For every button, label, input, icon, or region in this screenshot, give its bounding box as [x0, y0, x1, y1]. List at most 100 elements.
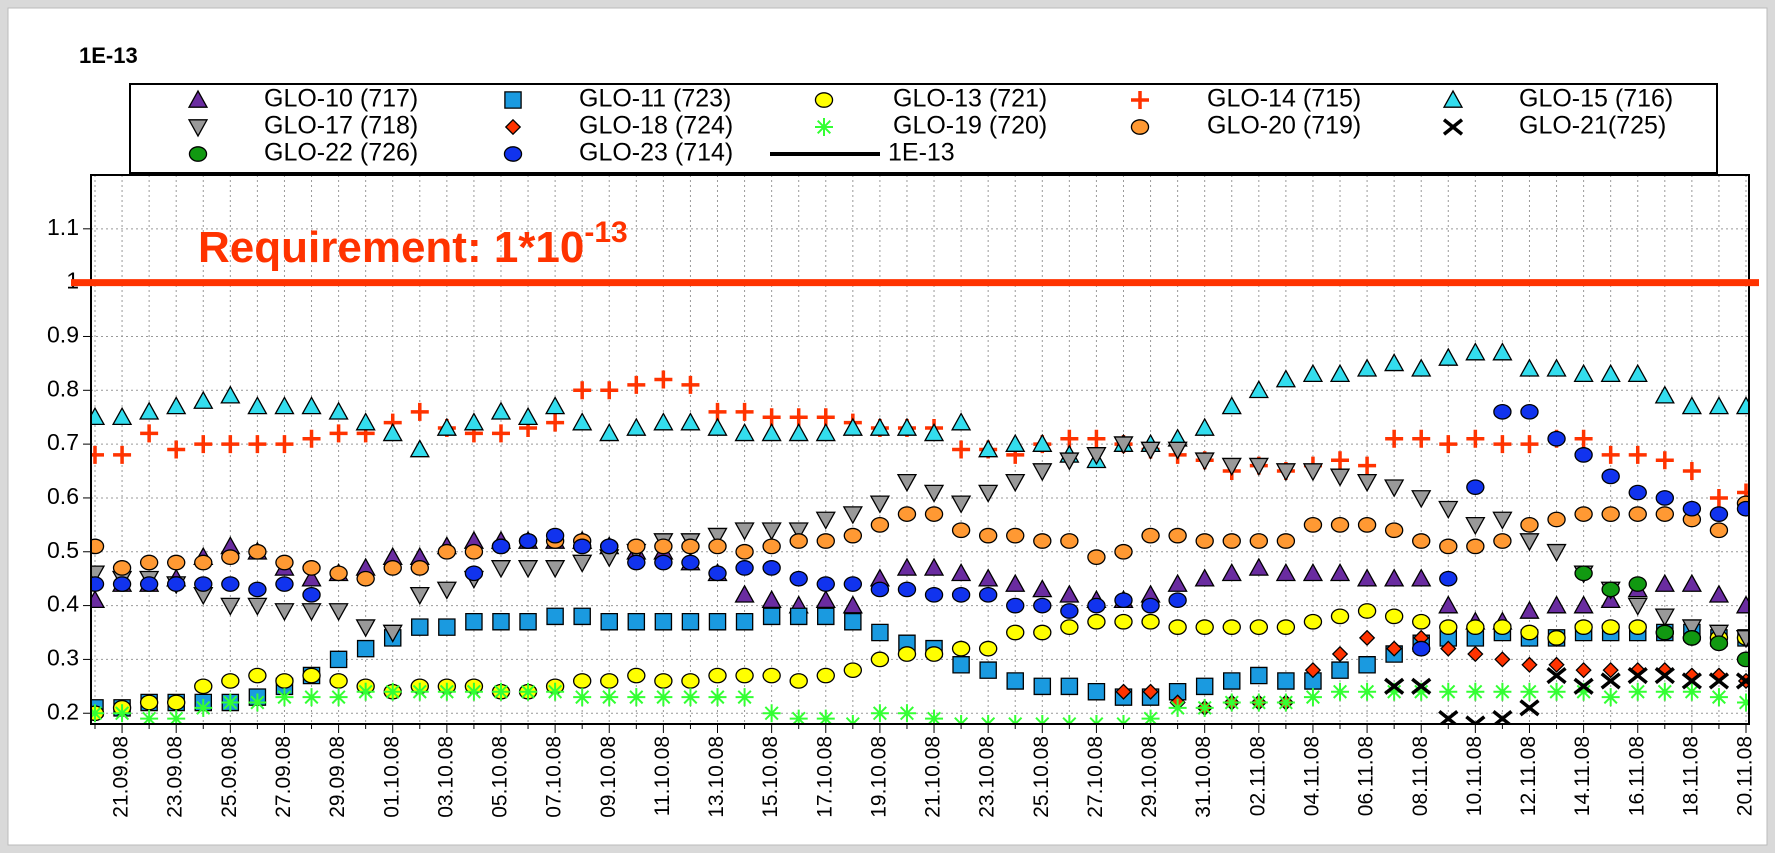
marker: [572, 412, 593, 431]
marker: [545, 396, 566, 415]
marker: [600, 612, 618, 631]
marker: [1519, 533, 1540, 552]
marker: [1655, 490, 1675, 506]
marker: [410, 682, 429, 701]
marker: [1737, 693, 1749, 712]
marker: [1130, 119, 1150, 135]
marker: [789, 673, 808, 689]
marker: [1735, 595, 1749, 614]
marker: [492, 612, 510, 631]
marker: [1384, 568, 1405, 587]
marker: [1601, 468, 1620, 485]
marker: [707, 527, 728, 546]
marker: [504, 118, 522, 136]
marker: [762, 704, 781, 723]
marker: [788, 423, 809, 442]
marker: [1708, 396, 1730, 415]
marker: [1142, 683, 1159, 700]
marker: [951, 522, 971, 539]
marker: [680, 412, 701, 431]
marker: [869, 495, 891, 514]
marker: [1411, 568, 1432, 587]
marker: [194, 698, 213, 717]
marker: [1520, 435, 1539, 454]
marker: [1708, 624, 1730, 643]
marker: [1466, 619, 1485, 635]
marker: [328, 603, 349, 622]
marker: [1442, 89, 1464, 108]
marker: [816, 576, 835, 592]
marker: [1412, 640, 1431, 657]
marker: [1195, 619, 1214, 635]
marker: [1628, 484, 1647, 501]
marker: [1547, 682, 1566, 701]
marker: [681, 375, 700, 394]
marker: [1330, 608, 1350, 625]
axes: 21.09.08 23.09.08 25.09.08 27.09.08 29.09.08…: [47, 214, 1757, 818]
marker: [518, 533, 538, 549]
marker: [815, 118, 833, 136]
marker: [654, 688, 673, 707]
x-tick-label: 13.10.08: [705, 736, 728, 818]
marker: [1681, 619, 1702, 638]
x-tick-label: 27.10.08: [1084, 736, 1107, 818]
marker: [248, 667, 267, 684]
marker: [1439, 682, 1458, 701]
y-unit: 1E-13: [79, 43, 138, 68]
legend-label: GLO-15 (716): [1519, 85, 1673, 113]
marker: [1574, 619, 1593, 635]
marker: [1386, 640, 1403, 657]
marker: [1438, 500, 1459, 520]
marker: [490, 560, 512, 579]
marker: [1059, 584, 1080, 603]
marker: [762, 667, 781, 684]
marker: [1735, 672, 1749, 690]
marker: [112, 560, 132, 576]
marker: [1601, 506, 1620, 522]
marker: [1275, 562, 1296, 582]
marker: [1627, 597, 1648, 616]
marker: [1709, 688, 1728, 707]
marker: [815, 511, 836, 530]
marker: [1168, 527, 1187, 544]
marker: [572, 538, 592, 555]
marker: [1655, 624, 1675, 641]
marker: [762, 538, 781, 555]
marker: [707, 417, 728, 436]
marker: [1546, 543, 1567, 563]
x-tick-label: 05.10.08: [489, 736, 512, 818]
marker: [111, 406, 133, 426]
marker: [896, 473, 918, 493]
marker: [545, 527, 565, 544]
marker: [301, 568, 322, 587]
marker: [1439, 538, 1458, 555]
marker: [91, 576, 105, 592]
legend: GLO-10 (717) GLO-11 (723) GLO-13 (721) GLO-…: [187, 85, 1673, 167]
marker: [409, 439, 430, 458]
marker: [1114, 613, 1133, 630]
marker: [139, 576, 159, 592]
marker: [708, 538, 727, 555]
legend-label: GLO-19 (720): [893, 112, 1047, 140]
marker: [1222, 533, 1241, 549]
marker: [978, 586, 998, 603]
marker: [1302, 562, 1324, 582]
marker: [1195, 533, 1214, 549]
marker: [503, 146, 523, 162]
marker: [761, 423, 782, 442]
marker: [1466, 479, 1485, 496]
marker: [274, 603, 295, 622]
x-tick-label: 07.10.08: [543, 736, 566, 818]
marker: [1465, 342, 1486, 361]
marker: [1709, 635, 1729, 652]
marker: [1573, 363, 1594, 382]
marker: [627, 375, 646, 394]
marker: [1519, 358, 1540, 377]
marker: [1736, 500, 1749, 517]
marker: [113, 704, 132, 723]
marker: [978, 484, 999, 503]
marker: [627, 688, 646, 707]
marker: [221, 435, 240, 454]
marker: [1411, 677, 1432, 695]
marker: [1276, 693, 1295, 712]
